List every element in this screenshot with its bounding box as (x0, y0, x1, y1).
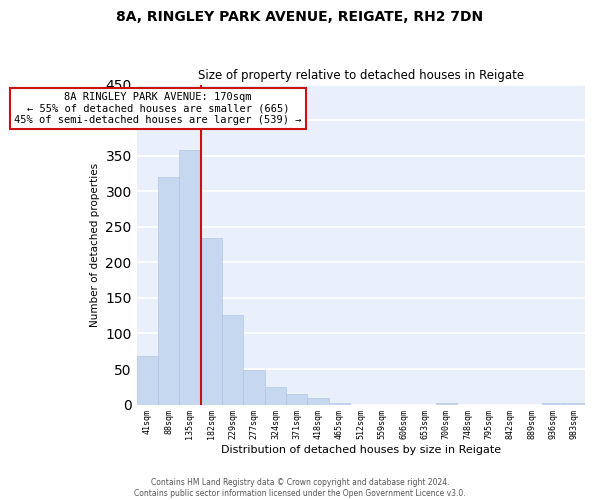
Bar (307, 398, 329, 404)
Bar (563, 403, 585, 404)
Bar (542, 403, 563, 404)
Title: Size of property relative to detached houses in Reigate: Size of property relative to detached ho… (198, 69, 524, 82)
Text: 8A, RINGLEY PARK AVENUE, REIGATE, RH2 7DN: 8A, RINGLEY PARK AVENUE, REIGATE, RH2 7D… (116, 10, 484, 24)
Bar (436, 403, 457, 404)
Bar (265, 387, 286, 404)
Bar (137, 356, 158, 405)
X-axis label: Distribution of detached houses by size in Reigate: Distribution of detached houses by size … (221, 445, 501, 455)
Text: 8A RINGLEY PARK AVENUE: 170sqm
← 55% of detached houses are smaller (665)
45% of: 8A RINGLEY PARK AVENUE: 170sqm ← 55% of … (14, 92, 302, 125)
Bar (179, 150, 200, 405)
Bar (222, 315, 244, 404)
Text: Contains HM Land Registry data © Crown copyright and database right 2024.
Contai: Contains HM Land Registry data © Crown c… (134, 478, 466, 498)
Bar (244, 370, 265, 404)
Bar (286, 394, 307, 404)
Bar (329, 403, 350, 404)
Bar (200, 238, 222, 404)
Bar (158, 177, 179, 404)
Y-axis label: Number of detached properties: Number of detached properties (90, 162, 100, 326)
